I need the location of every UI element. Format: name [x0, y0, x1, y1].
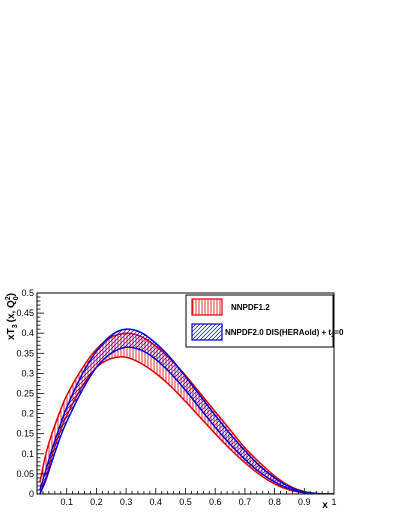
- x-tick-label: 0.3: [120, 497, 133, 507]
- y-tick-label: 0.05: [16, 469, 34, 479]
- y-tick-label: 0.35: [16, 348, 34, 358]
- y-tick-label: 0.1: [21, 449, 34, 459]
- series-upper-nnpdf20: [39, 328, 334, 494]
- y-tick-label: 0: [29, 489, 34, 499]
- y-tick-label: 0.45: [16, 308, 34, 318]
- y-axis-title: xT3(x, Q20): [5, 293, 20, 340]
- legend-swatch-nnpdf12: [191, 298, 223, 316]
- y-tick-label: 0.15: [16, 429, 34, 439]
- x-axis: 0.1 0.2 0.3 0.4 0.5 0.6 0.7 0.8 0.9 1: [36, 488, 337, 507]
- y-tick-label: 0.3: [21, 368, 34, 378]
- x-tick-label: 0.5: [179, 497, 192, 507]
- series-lower-nnpdf20: [39, 346, 334, 494]
- x-tick-label: 0.4: [150, 497, 163, 507]
- x-tick-label: 0.1: [60, 497, 73, 507]
- x-tick-label: 0.8: [268, 497, 281, 507]
- bands: [39, 328, 334, 494]
- x-tick-label: 0.6: [209, 497, 222, 507]
- y-tick-label: 0.4: [21, 328, 34, 338]
- series-band-nnpdf20: [39, 329, 334, 494]
- y-tick-label: 0.2: [21, 409, 34, 419]
- y-axis: 0 0.05 0.1 0.15 0.2 0.25 0.3 0.35 0.4 0.45 0.5: [16, 288, 44, 499]
- legend-label-nnpdf12: NNPDF1.2: [231, 303, 270, 312]
- x-tick-label: 0.2: [90, 497, 103, 507]
- x-axis-title: x: [322, 500, 328, 511]
- x-tick-label: 0.7: [239, 497, 252, 507]
- legend-label-nnpdf20: NNPDF2.0 DIS(HERAold) + t3=0: [225, 328, 344, 339]
- y-tick-label: 0.5: [21, 288, 34, 298]
- x-tick-label: 0.9: [298, 497, 311, 507]
- y-tick-label: 0.25: [16, 389, 34, 399]
- legend-swatch-nnpdf20: [191, 323, 223, 341]
- x-tick-label: 1: [331, 497, 336, 507]
- series-band-nnpdf12: [39, 333, 334, 494]
- series-upper-nnpdf12: [39, 332, 334, 494]
- legend: NNPDF1.2 NNPDF2.0 DIS(HERAold) + t3=0: [185, 294, 344, 348]
